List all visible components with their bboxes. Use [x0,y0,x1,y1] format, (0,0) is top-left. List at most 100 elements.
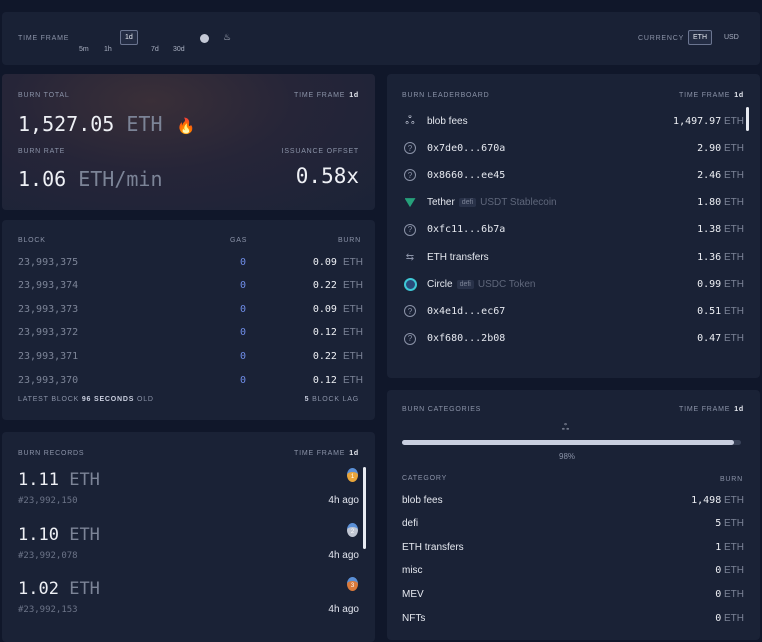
record-block[interactable]: #23,992,078 [18,550,78,561]
burn-leaderboard-panel: BURN LEADERBOARD TIME FRAME 1d ஃ blob fee… [387,74,760,378]
leaderboard-label: BURN LEADERBOARD [402,92,490,99]
block-number[interactable]: 23,993,374 [18,280,79,292]
burn-number: 0.09 [312,303,337,315]
leaderboard-row[interactable]: ? 0xf680...2b08 0.47 ETH [387,330,760,348]
burn-number: 0 [715,565,722,577]
leaderboard-row[interactable]: ? 0x8660...ee45 2.46 ETH [387,166,760,184]
burn-rate-unit: ETH/min [78,167,163,191]
entry-burn: 0.47 ETH [697,333,744,344]
leaderboard-row[interactable]: ? 0xfc11...6b7a 1.38 ETH [387,221,760,239]
entry-burn: 1.36 ETH [697,252,744,263]
leaderboard-icon-wrap [403,198,417,208]
record-block[interactable]: #23,992,150 [18,496,78,506]
record-item[interactable]: 1.10 ETH #23,992,078 2 4h ago [2,522,375,573]
leaderboard-icon-wrap: ஃ [403,113,417,129]
burn-unit: ETH [724,169,744,181]
tf-1h-button[interactable]: 1h [104,46,112,53]
entry-name[interactable]: Tether [427,197,455,209]
category-row[interactable]: NFTs 0 ETH [387,610,760,626]
leaderboard-row[interactable]: ? 0x4e1d...ec67 0.51 ETH [387,302,760,320]
gas-value: 0 [240,350,247,362]
burn-value: 0.22 ETH [313,351,363,362]
leaderboard-entry: 0x8660...ee45 [427,170,505,181]
merge-icon[interactable] [200,34,209,43]
entry-name[interactable]: 0xf680...2b08 [427,333,506,345]
block-lag-value: 5 [304,396,310,403]
block-row[interactable]: 23,993,372 0 0.12 ETH [2,325,375,341]
tf-30d-button[interactable]: 30d [173,46,185,53]
category-name: blob fees [402,494,443,506]
leaderboard-row[interactable]: Tether defi USDT Stablecoin 1.80 ETH [387,194,760,212]
burn-rate-value: 1.06 ETH/min [18,167,163,191]
tf-5m-button[interactable]: 5m [79,46,89,53]
record-block[interactable]: #23,992,153 [18,605,78,615]
block-number[interactable]: 23,993,372 [18,327,79,339]
leaderboard-row[interactable]: ? 0x7de0...670a 2.90 ETH [387,139,760,157]
gas-value: 0 [240,374,247,386]
leaderboard-entry: Circle defi USDC Token [427,279,535,290]
leaderboard-row[interactable]: ஃ blob fees 1,497.97 ETH [387,112,760,130]
record-unit: ETH [69,470,100,490]
entry-name[interactable]: 0x4e1d...ec67 [427,305,506,317]
gas-value: 0 [240,303,247,315]
burn-unit: ETH [343,350,363,362]
leaderboard-row[interactable]: Circle defi USDC Token 0.99 ETH [387,275,760,293]
burn-total-number: 1,527.05 [18,112,115,136]
scrollbar[interactable] [363,467,366,549]
block-row[interactable]: 23,993,374 0 0.22 ETH [2,278,375,294]
leaderboard-icon-wrap: ? [403,305,417,318]
entry-name[interactable]: 0x8660...ee45 [427,169,506,181]
category-row[interactable]: ETH transfers 1 ETH [387,539,760,555]
block-row[interactable]: 23,993,375 0 0.09 ETH [2,254,375,270]
category-row[interactable]: blob fees 1,498 ETH [387,492,760,508]
scrollbar[interactable] [746,107,749,131]
block-number[interactable]: 23,993,370 [18,374,79,386]
seconds-value: 96 [81,396,92,403]
category-name: defi [402,518,419,530]
burn-number: 0.12 [312,374,337,386]
tf-1d-button[interactable]: 1d [120,30,138,45]
block-row[interactable]: 23,993,371 0 0.22 ETH [2,348,375,364]
block-number[interactable]: 23,993,375 [18,256,79,268]
block-row[interactable]: 23,993,373 0 0.09 ETH [2,301,375,317]
block-number[interactable]: 23,993,371 [18,350,79,362]
currency-usd-button[interactable]: USD [724,34,739,41]
burn-unit: ETH [343,327,363,339]
category-row[interactable]: defi 5 ETH [387,516,760,532]
leaderboard-entry: 0xf680...2b08 [427,333,505,344]
burn-unit: ETH [724,224,744,236]
category-row[interactable]: misc 0 ETH [387,563,760,579]
leaderboard-entry: blob fees [427,116,468,127]
since-burn-icon[interactable]: ♨ [223,32,232,42]
block-number[interactable]: 23,993,373 [18,303,79,315]
currency-label: CURRENCY [638,35,685,42]
burn-unit: ETH [724,333,744,345]
latest-blocks-panel: BLOCK GAS BURN 23,993,375 0 0.09 ETH 23,993… [2,220,375,420]
burn-unit: ETH [724,197,744,209]
record-item[interactable]: 1.02 ETH #23,992,153 3 4h ago [2,577,375,627]
currency-eth-button[interactable]: ETH [688,30,712,45]
entry-name[interactable]: 0xfc11...6b7a [427,224,506,236]
category-bar-fill [402,440,735,445]
entry-name[interactable]: ETH transfers [427,251,489,263]
burn-unit: ETH [343,256,363,268]
entry-name[interactable]: Circle [427,278,453,290]
leaderboard-entry: ETH transfers [427,252,489,263]
category-header: CATEGORY [402,475,448,482]
burn-header: BURN [719,476,743,483]
entry-name[interactable]: 0x7de0...670a [427,142,506,154]
entry-burn: 2.90 ETH [697,143,744,154]
block-row[interactable]: 23,993,370 0 0.12 ETH [2,372,375,388]
burn-total-unit: ETH [126,112,163,136]
tf-7d-button[interactable]: 7d [151,46,159,53]
record-value: 1.02 ETH [18,579,100,599]
block-header: BLOCK [18,237,46,244]
seconds-unit: SECONDS [93,396,135,403]
record-number: 1.10 [18,524,59,545]
leaderboard-row[interactable]: ⇆ ETH transfers 1.36 ETH [387,248,760,266]
burn-rate-number: 1.06 [18,167,67,191]
record-item[interactable]: 1.11 ETH #23,992,150 1 4h ago [2,468,375,518]
entry-name[interactable]: blob fees [427,115,468,127]
category-row[interactable]: MEV 0 ETH [387,586,760,602]
medal-icon: 1 [347,468,358,482]
